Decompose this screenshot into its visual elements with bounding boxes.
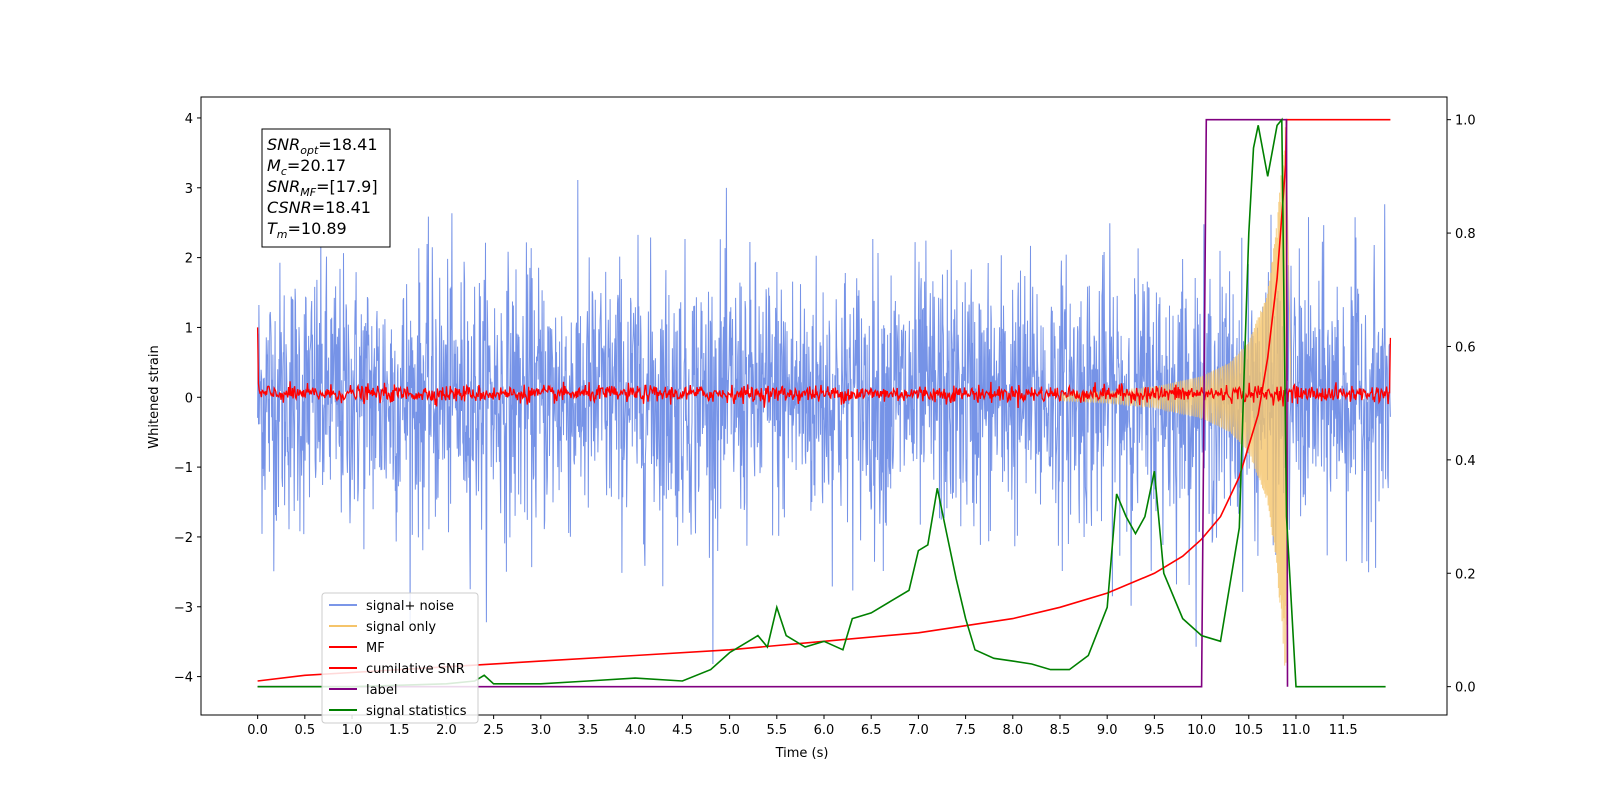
y-tick-label: 1: [185, 321, 193, 336]
x-tick-label: 10.0: [1187, 723, 1216, 738]
x-tick-label: 7.5: [955, 723, 976, 738]
y-tick-label: −4: [174, 671, 193, 686]
x-axis-title: Time (s): [775, 746, 829, 761]
x-tick-label: 5.5: [766, 723, 787, 738]
axes: 0.0 0.5 1.0 1.5 2.0 2.5 3.0 3.5 4.0 4.5 5.0 5.5 6.0 6…: [174, 96, 1476, 738]
y-right-tick-label: 0.0: [1455, 681, 1476, 696]
x-tick-label: 6.5: [861, 723, 882, 738]
y-tick-label: 2: [185, 252, 193, 267]
annotation-line: Mc=20.17: [267, 156, 346, 178]
legend-label: signal statistics: [366, 704, 467, 719]
y-right-tick-label: 0.6: [1455, 340, 1476, 355]
x-tick-label: 8.0: [1002, 723, 1023, 738]
annotation-line: Tm=10.89: [267, 219, 347, 241]
y-tick-label: 3: [185, 182, 193, 197]
x-tick-label: 11.0: [1281, 723, 1310, 738]
x-tick-label: 6.0: [814, 723, 835, 738]
x-tick-label: 4.0: [625, 723, 646, 738]
y-right-tick-label: 1.0: [1455, 114, 1476, 129]
annotation-frame: [261, 128, 391, 248]
x-tick-label: 10.5: [1234, 723, 1263, 738]
x-tick-label: 2.0: [436, 723, 457, 738]
x-tick-label: 7.0: [908, 723, 929, 738]
x-tick-label: 9.0: [1097, 723, 1118, 738]
y-tick-label: −3: [174, 601, 193, 616]
plot-area: [256, 117, 1392, 688]
legend-label: cumilative SNR: [366, 662, 465, 677]
y-tick-label: 4: [185, 112, 193, 127]
x-tick-label: 0.0: [247, 723, 268, 738]
series-signal-statistics-line: [257, 117, 1386, 688]
x-tick-label: 2.5: [483, 723, 504, 738]
x-tick-label: 0.5: [294, 723, 315, 738]
series-mf-line: [256, 327, 1392, 409]
y-right-tick-label: 0.8: [1455, 227, 1476, 242]
x-tick-label: 3.5: [578, 723, 599, 738]
x-tick-label: 5.0: [719, 723, 740, 738]
legend-label: label: [366, 683, 397, 698]
x-tick-label: 1.0: [342, 723, 363, 738]
x-tick-label: 1.5: [389, 723, 410, 738]
y-axis-title: Whitened strain: [147, 345, 162, 448]
x-tick-label: 3.0: [530, 723, 551, 738]
annotation-box: SNRopt=18.41Mc=20.17SNRMF=[17.9]CSNR=18.…: [261, 128, 391, 248]
y-right-tick-label: 0.4: [1455, 454, 1476, 469]
annotation-line: CSNR=18.41: [267, 198, 371, 217]
x-tick-label: 9.5: [1144, 723, 1165, 738]
y-tick-label: −2: [174, 531, 193, 546]
legend-label: signal only: [366, 620, 436, 635]
legend-label: signal+ noise: [366, 599, 454, 614]
annotation-line: SNRMF=[17.9]: [267, 177, 378, 199]
annotation-line: SNRopt=18.41: [267, 135, 378, 157]
legend: signal+ noise signal only MF cumilative SNR…: [321, 592, 479, 724]
x-tick-label: 11.5: [1329, 723, 1358, 738]
y-tick-label: 0: [185, 391, 193, 406]
x-tick-label: 4.5: [672, 723, 693, 738]
series-signal-only-line: [1059, 127, 1292, 666]
legend-frame: [321, 592, 479, 724]
series-label-line: [257, 118, 1289, 688]
series-cumulative-snr-line: [257, 118, 1391, 682]
x-tick-label: 8.5: [1050, 723, 1071, 738]
y-tick-label: −1: [174, 461, 193, 476]
y-right-tick-label: 0.2: [1455, 567, 1476, 582]
legend-label: MF: [366, 641, 385, 656]
